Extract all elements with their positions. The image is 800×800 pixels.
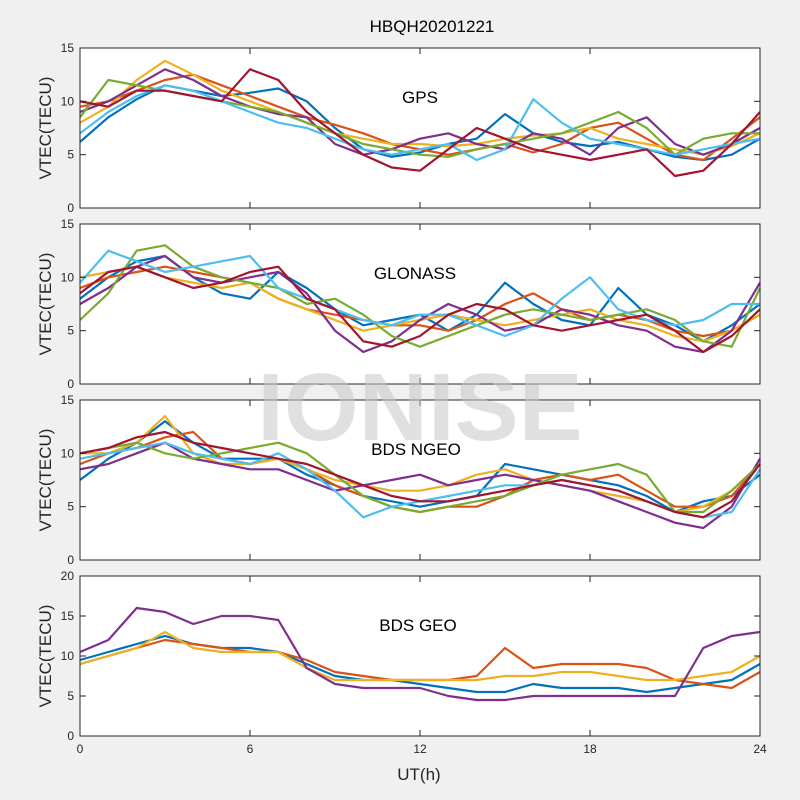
y-tick-label: 15 [61,41,75,55]
y-axis-label: VTEC(TECU) [36,77,55,180]
y-tick-label: 10 [61,94,75,108]
x-tick-label: 6 [247,742,254,756]
x-tick-label: 0 [77,742,84,756]
y-tick-label: 5 [67,148,74,162]
y-tick-label: 5 [67,500,74,514]
y-tick-label: 0 [67,201,74,215]
y-tick-label: 15 [61,393,75,407]
panels: 0 5 10 15 VTEC(TECU) GPS 0 5 10 15 VTEC(TECU) GLONA… [36,41,767,756]
x-tick-label: 24 [753,742,767,756]
y-axis-label: VTEC(TECU) [36,253,55,356]
y-tick-label: 0 [67,377,74,391]
series-line-7 [79,265,761,354]
series-line-4 [79,606,761,702]
y-tick-label: 20 [61,569,75,583]
y-tick-label: 5 [67,689,74,703]
figure-title: HBQH20201221 [370,17,495,36]
plot-area [80,576,760,736]
series-line-3 [79,630,761,682]
series-line-7 [79,68,761,178]
series-line-7 [79,430,761,519]
panel-label: BDS NGEO [371,440,461,459]
y-tick-label: 15 [61,609,75,623]
y-tick-label: 5 [67,324,74,338]
plot-area [80,224,760,384]
panel-3: 0 5 10 15 VTEC(TECU) BDS NGEO [36,393,761,567]
x-tick-label: 12 [413,742,427,756]
y-tick-label: 10 [61,649,75,663]
panel-label: BDS GEO [379,616,456,635]
x-axis-label: UT(h) [397,765,440,784]
plot-area [80,400,760,560]
panel-1: 0 5 10 15 VTEC(TECU) GPS [36,41,761,215]
y-tick-label: 10 [61,270,75,284]
panel-2: 0 5 10 15 VTEC(TECU) GLONASS [36,217,761,391]
series-line-6 [79,249,760,338]
y-tick-label: 0 [67,729,74,743]
y-tick-label: 0 [67,553,74,567]
y-tick-label: 10 [61,446,75,460]
panel-label: GPS [402,88,438,107]
series-line-4 [79,254,761,354]
series-line-3 [79,59,761,156]
panel-label: GLONASS [374,264,456,283]
y-axis-label: VTEC(TECU) [36,429,55,532]
x-tick-label: 18 [583,742,597,756]
y-axis-label: VTEC(TECU) [36,605,55,708]
watermark: IONISE [257,354,582,461]
series-line-4 [79,68,761,156]
series-line-5 [79,441,761,514]
y-tick-label: 15 [61,217,75,231]
panel-4: 0 5 10 15 20 0 6 12 18 24 VTEC(TECU) BDS GEO [36,569,767,756]
